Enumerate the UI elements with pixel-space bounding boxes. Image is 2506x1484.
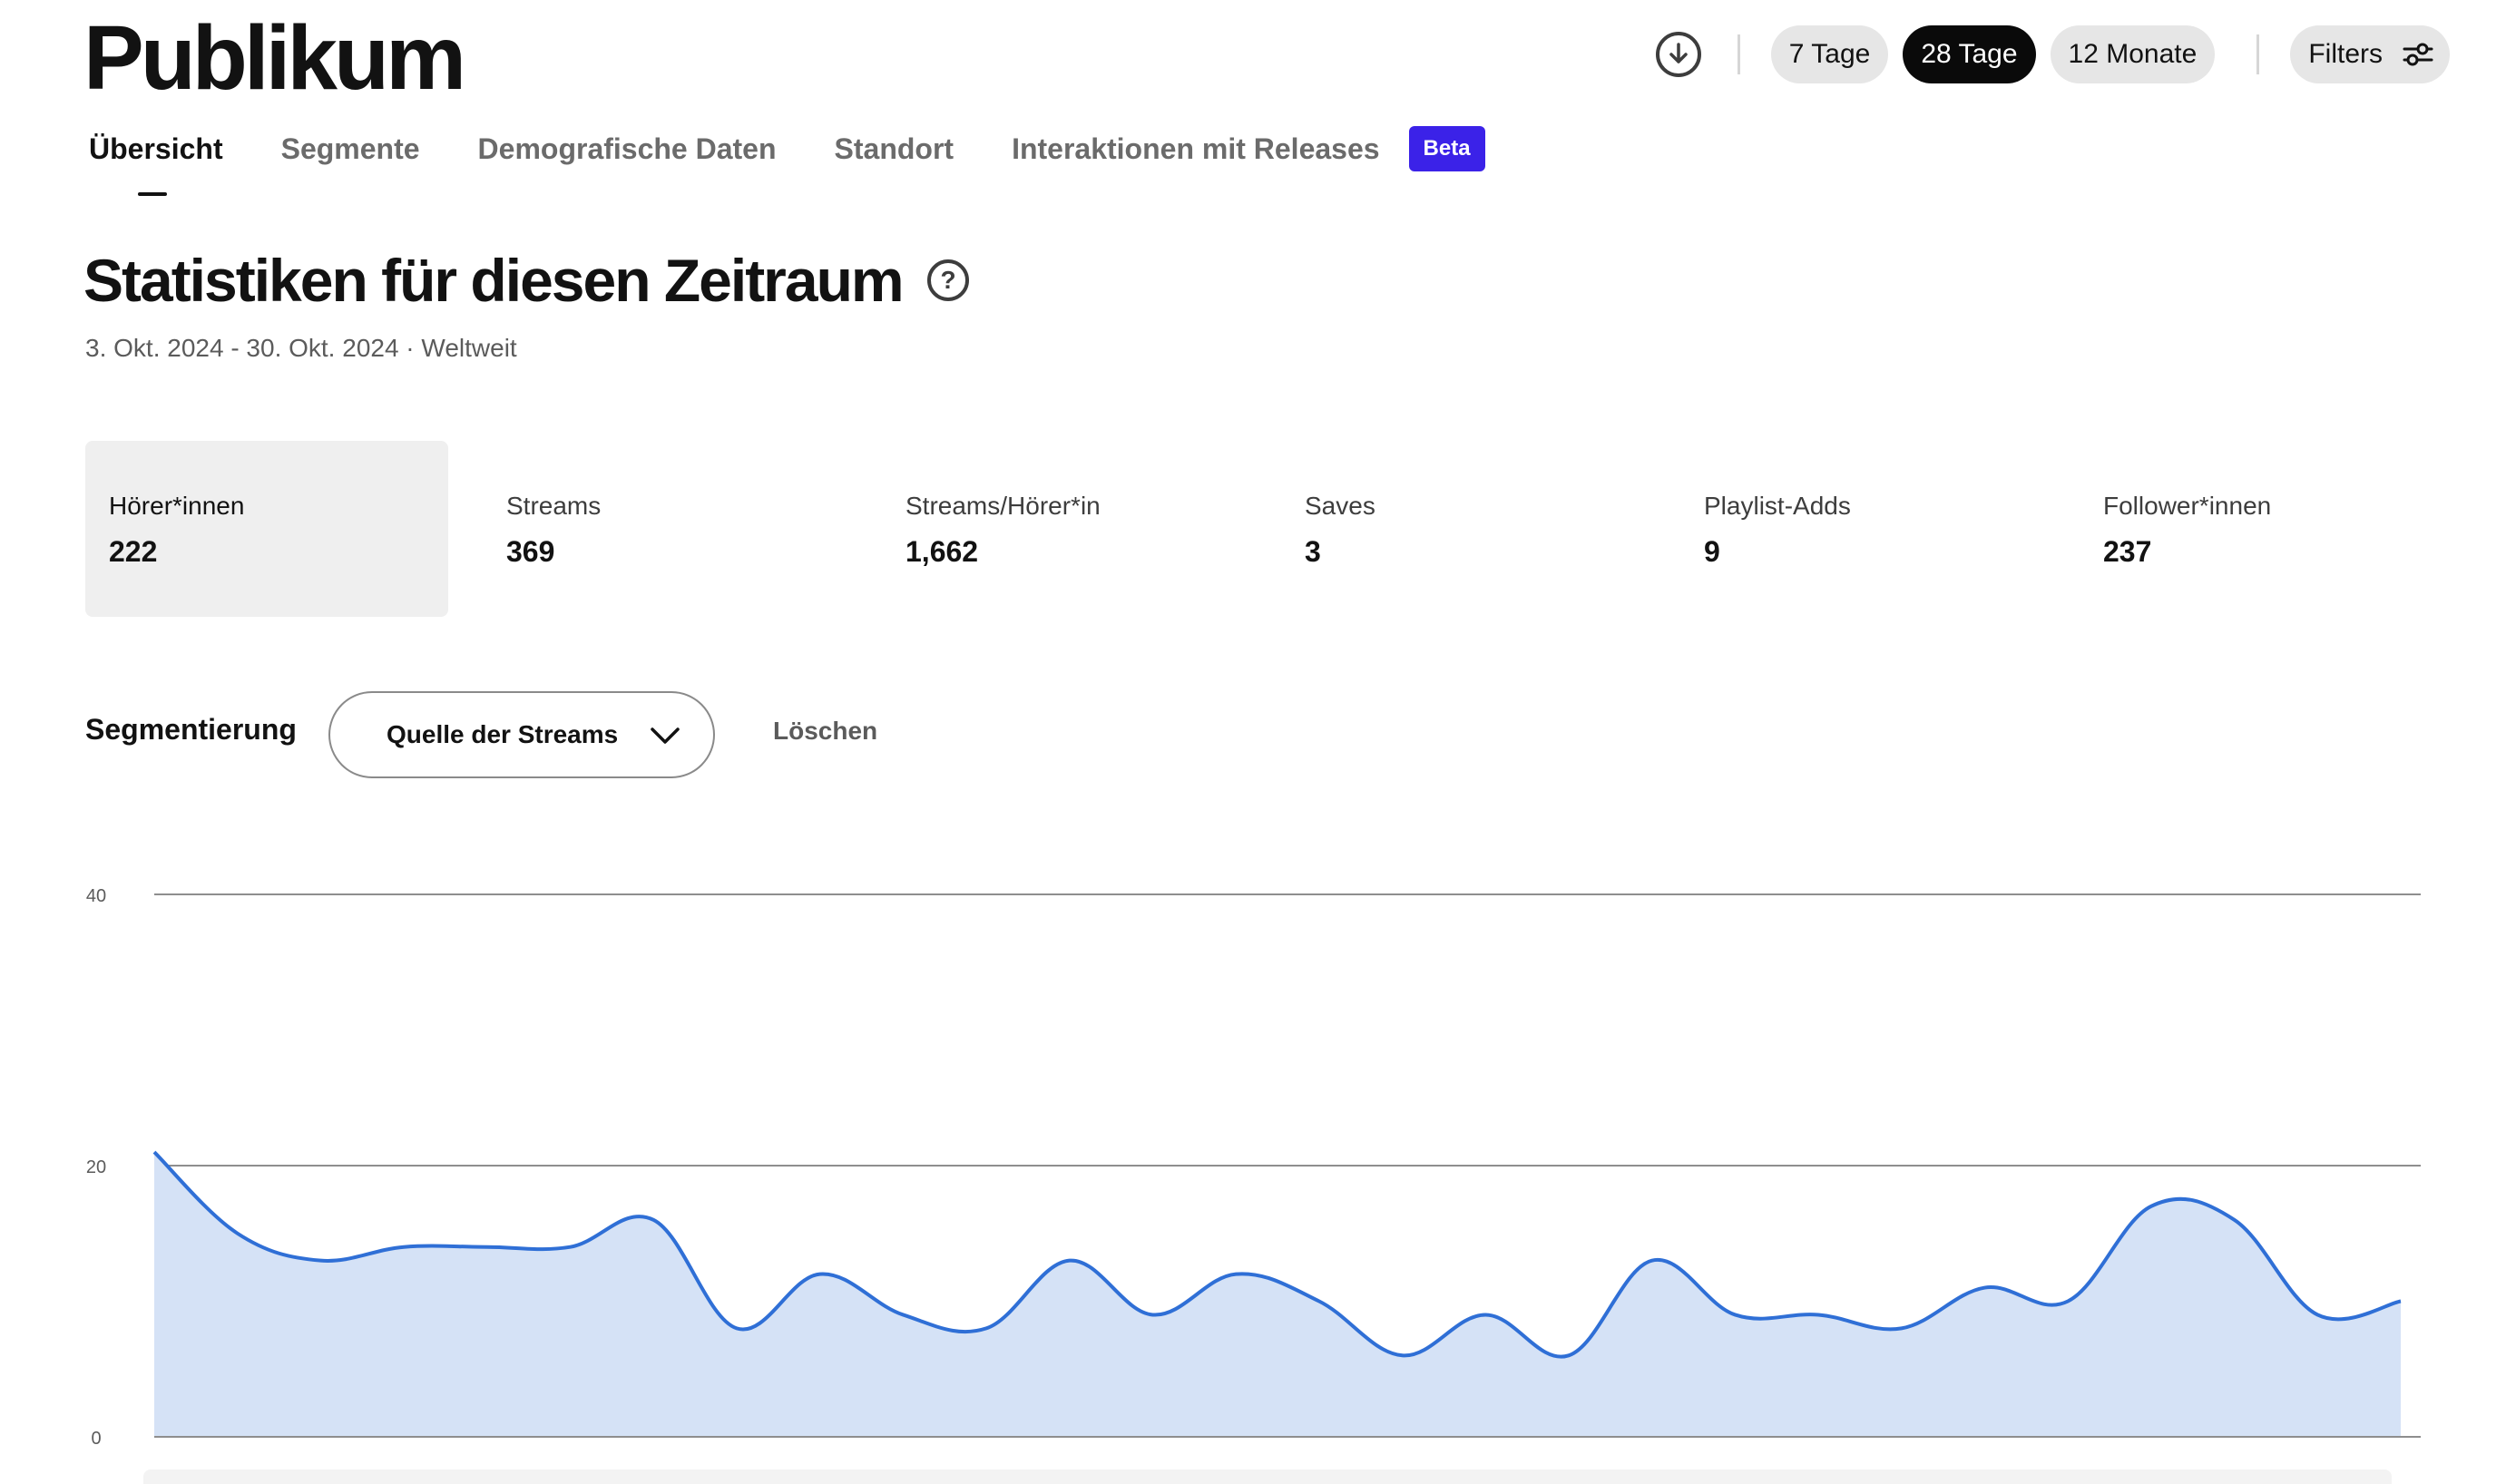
stat-value: 237 — [2103, 535, 2152, 568]
toolbar: 7 Tage 28 Tage 12 Monate Filters — [1655, 24, 2450, 85]
data-point — [1480, 1309, 1491, 1320]
stat-label: Saves — [1305, 492, 1375, 520]
data-point — [232, 1228, 243, 1239]
data-point — [2312, 1309, 2323, 1320]
stat-value: 1,662 — [905, 535, 979, 568]
data-point — [2229, 1215, 2240, 1225]
stat-streams[interactable]: Streams 369 — [483, 441, 846, 617]
data-point — [149, 1147, 160, 1157]
stat-streams-per-listener[interactable]: Streams/Hörer*in 1,662 — [882, 441, 1245, 617]
data-point — [2146, 1201, 2157, 1212]
listeners-chart: 0 20 40 — [0, 853, 2506, 1484]
data-point — [648, 1215, 659, 1225]
tab-demographics[interactable]: Demografische Daten — [477, 132, 777, 165]
data-point — [731, 1323, 742, 1333]
data-point — [2062, 1296, 2073, 1307]
period-7-days-button[interactable]: 7 Tage — [1770, 25, 1889, 83]
chart-svg: 0 20 40 — [86, 886, 2421, 1449]
beta-badge: Beta — [1408, 126, 1485, 171]
segmentation-dropdown[interactable]: Quelle der Streams — [328, 691, 715, 778]
stat-label: Streams/Hörer*in — [905, 492, 1101, 520]
stat-listeners[interactable]: Hörer*innen 222 — [85, 441, 448, 617]
stat-label: Follower*innen — [2103, 492, 2272, 520]
data-point — [1397, 1350, 1408, 1361]
stat-label: Playlist-Adds — [1704, 492, 1851, 520]
data-point — [1314, 1296, 1325, 1307]
data-point — [1064, 1255, 1075, 1266]
stat-label: Streams — [506, 492, 602, 520]
sliders-icon — [2403, 42, 2433, 67]
stat-playlist-adds[interactable]: Playlist-Adds 9 — [1680, 441, 2043, 617]
data-point — [981, 1323, 992, 1333]
tab-overview[interactable]: Übersicht — [89, 132, 223, 196]
filters-button[interactable]: Filters — [2290, 25, 2450, 83]
date-range-subtitle: 3. Okt. 2024 - 30. Okt. 2024 · Weltweit — [85, 334, 517, 362]
section-title: Statistiken für diesen Zeitraum — [83, 247, 905, 314]
data-point — [2395, 1296, 2406, 1307]
y-tick-label: 40 — [86, 886, 106, 906]
stat-value: 222 — [109, 535, 158, 568]
area-fill — [154, 1152, 2401, 1437]
stat-saves[interactable]: Saves 3 — [1281, 441, 1644, 617]
data-point — [1979, 1283, 1990, 1294]
stat-value: 9 — [1704, 535, 1720, 568]
download-icon — [1669, 43, 1688, 63]
data-point — [1147, 1309, 1158, 1320]
series-line — [152, 1150, 2402, 1359]
period-12-months-button[interactable]: 12 Monate — [2050, 25, 2216, 83]
data-point — [815, 1269, 826, 1280]
stat-followers[interactable]: Follower*innen 237 — [2080, 441, 2442, 617]
stat-label: Hörer*innen — [109, 492, 245, 520]
segmentation-label: Segmentierung — [85, 713, 297, 746]
chart-scrollbar[interactable] — [143, 1469, 2392, 1484]
data-point — [315, 1255, 326, 1266]
stat-value: 369 — [506, 535, 555, 568]
download-button[interactable] — [1655, 32, 1701, 77]
data-point — [897, 1309, 908, 1320]
data-point — [1729, 1309, 1740, 1320]
tab-segments[interactable]: Segmente — [280, 132, 420, 165]
period-28-days-button[interactable]: 28 Tage — [1903, 25, 2036, 83]
chevron-down-icon — [650, 726, 680, 746]
data-point — [565, 1242, 576, 1253]
stat-value: 3 — [1305, 535, 1321, 568]
clear-segmentation-button[interactable]: Löschen — [773, 717, 878, 745]
stats-row: Hörer*innen 222 Streams 369 Streams/Höre… — [85, 441, 2408, 617]
data-point — [398, 1242, 409, 1253]
tab-bar: Übersicht Segmente Demografische Daten S… — [89, 123, 1485, 196]
filters-label: Filters — [2308, 39, 2383, 69]
data-point — [1230, 1269, 1241, 1280]
data-point — [482, 1242, 493, 1253]
tab-release-interactions[interactable]: Interaktionen mit Releases — [1012, 132, 1380, 165]
page-title: Publikum — [83, 7, 466, 109]
y-tick-label: 20 — [86, 1157, 106, 1177]
segmentation-selected-value: Quelle der Streams — [387, 720, 619, 748]
y-tick-label: 0 — [91, 1429, 101, 1449]
data-point — [1647, 1255, 1658, 1266]
toolbar-divider — [1737, 34, 1740, 74]
data-point — [1813, 1309, 1824, 1320]
data-point — [1563, 1350, 1574, 1361]
help-icon[interactable]: ? — [927, 259, 969, 301]
tab-location[interactable]: Standort — [834, 132, 954, 165]
toolbar-divider — [2256, 34, 2260, 74]
data-point — [1896, 1323, 1907, 1333]
